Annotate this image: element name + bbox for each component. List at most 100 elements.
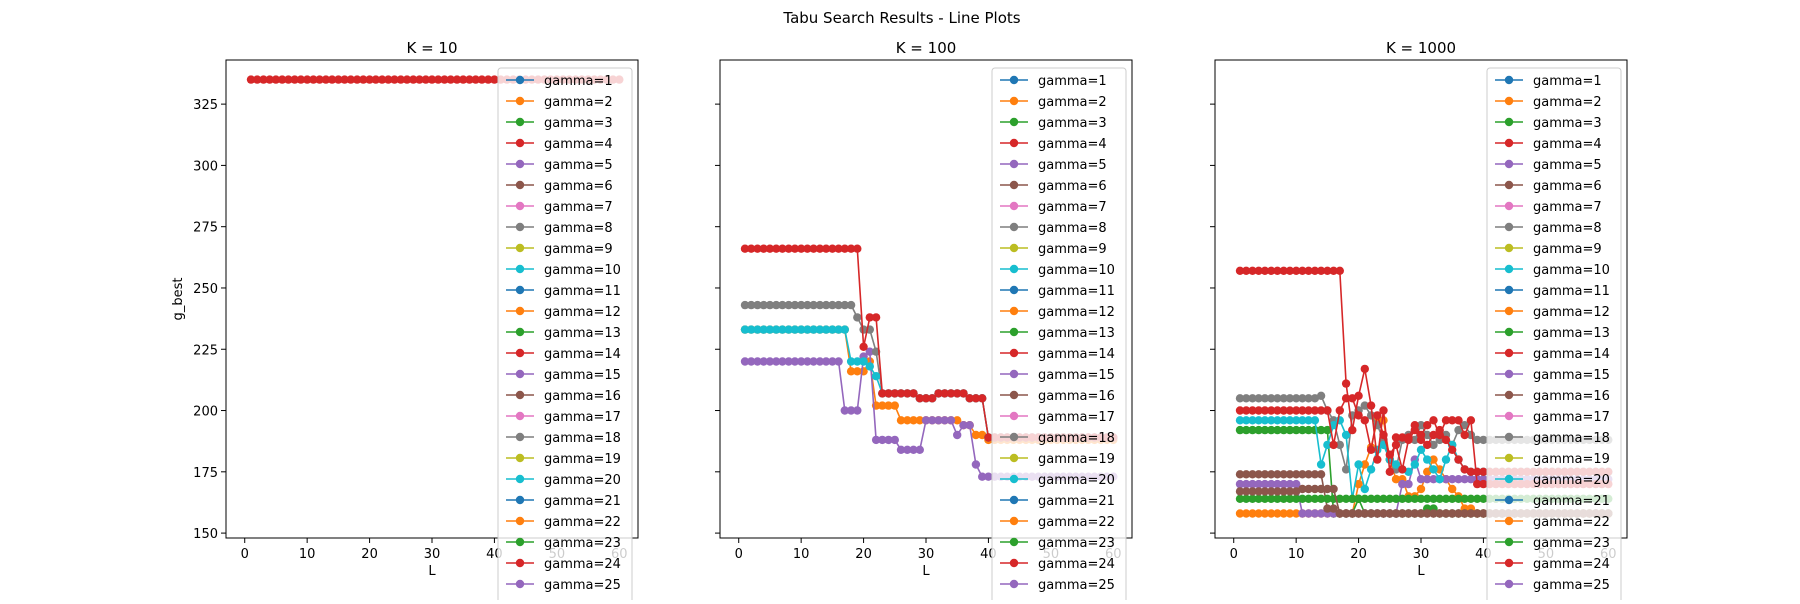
data-point [828, 244, 837, 253]
data-point [1242, 479, 1251, 489]
data-point [1273, 266, 1282, 275]
y-tick-label: 275 [193, 221, 218, 236]
data-point [477, 75, 487, 84]
data-point [1235, 416, 1245, 425]
data-point [1423, 494, 1432, 503]
legend-entry: gamma=16 [506, 389, 621, 404]
data-point [896, 389, 906, 398]
legend-marker [1009, 390, 1019, 400]
legend-marker [515, 264, 525, 274]
data-point [915, 445, 924, 454]
data-point [1242, 394, 1251, 403]
data-point [1254, 509, 1263, 518]
data-point [1454, 455, 1463, 464]
data-point [1310, 406, 1320, 415]
data-point [1316, 391, 1326, 400]
legend-label: gamma=8 [1533, 221, 1602, 236]
data-point [815, 300, 825, 310]
data-point [1404, 494, 1413, 503]
legend-entry: gamma=24 [1495, 557, 1610, 572]
data-point [1285, 487, 1295, 496]
data-point [1354, 460, 1363, 469]
data-point [1279, 479, 1288, 489]
data-point [1323, 504, 1332, 513]
data-point [790, 244, 800, 253]
legend-entry: gamma=17 [506, 410, 621, 425]
legend-entry: gamma=15 [1495, 368, 1610, 383]
data-point [1448, 445, 1457, 454]
data-point [1260, 494, 1270, 503]
legend-entry: gamma=5 [506, 158, 613, 173]
data-point [1429, 475, 1438, 484]
data-point [303, 75, 312, 84]
data-point [853, 244, 862, 253]
data-point [321, 75, 331, 84]
data-point [846, 367, 856, 376]
x-tick-label: 30 [918, 547, 935, 562]
data-point [878, 401, 887, 410]
legend-label: gamma=16 [1533, 389, 1610, 404]
legend-label: gamma=11 [544, 284, 621, 299]
data-point [903, 389, 912, 398]
legend-marker [515, 180, 525, 190]
data-point [1316, 509, 1326, 518]
data-point [1410, 460, 1420, 469]
legend-entry: gamma=23 [1495, 536, 1610, 551]
legend-marker [1504, 537, 1514, 547]
data-point [846, 357, 856, 366]
legend-entry: gamma=2 [1495, 95, 1602, 110]
legend-label: gamma=8 [544, 221, 613, 236]
data-point [946, 416, 956, 425]
data-point [1279, 470, 1288, 479]
data-point [971, 460, 981, 469]
data-point [1423, 467, 1432, 476]
data-point [815, 244, 825, 253]
data-point [1460, 509, 1469, 518]
data-point [821, 300, 831, 310]
data-point [1242, 509, 1251, 518]
data-point [1273, 425, 1282, 435]
data-point [1298, 425, 1307, 435]
data-point [846, 300, 856, 310]
legend-entry: gamma=9 [1000, 242, 1107, 257]
data-point [797, 357, 806, 366]
data-point [434, 75, 443, 84]
x-tick-label: 30 [1413, 547, 1430, 562]
data-point [853, 367, 862, 376]
legend-label: gamma=24 [1533, 557, 1610, 572]
legend-entry: gamma=11 [1000, 284, 1115, 299]
panel-title: K = 10 [406, 39, 457, 57]
data-point [1304, 509, 1313, 518]
legend-marker [1009, 117, 1019, 127]
data-point [1416, 445, 1426, 454]
data-point [765, 244, 775, 253]
data-point [1373, 494, 1382, 503]
legend-entry: gamma=9 [1495, 242, 1602, 257]
legend-entry: gamma=6 [506, 179, 613, 194]
data-point [978, 394, 987, 403]
legend-entry: gamma=4 [506, 137, 613, 152]
data-point [1416, 475, 1426, 484]
data-point [1285, 479, 1295, 489]
legend-entry: gamma=12 [506, 305, 621, 320]
data-point [1248, 509, 1257, 518]
legend-label: gamma=2 [544, 95, 613, 110]
data-point [1479, 494, 1488, 503]
legend-marker [1009, 264, 1019, 274]
data-point [1235, 266, 1245, 275]
data-point [265, 75, 274, 84]
legend-marker [1504, 138, 1514, 148]
legend-label: gamma=11 [1038, 284, 1115, 299]
data-point [946, 389, 956, 398]
legend-label: gamma=4 [544, 137, 613, 152]
x-tick-label: 30 [424, 547, 441, 562]
data-point [1391, 460, 1401, 469]
data-point [747, 300, 756, 310]
legend-marker [515, 96, 525, 106]
legend-marker [1504, 327, 1514, 337]
data-point [809, 244, 818, 253]
legend-marker [1009, 558, 1019, 568]
legend-entry: gamma=25 [1495, 578, 1610, 593]
legend-entry: gamma=15 [506, 368, 621, 383]
legend-entry: gamma=5 [1495, 158, 1602, 173]
